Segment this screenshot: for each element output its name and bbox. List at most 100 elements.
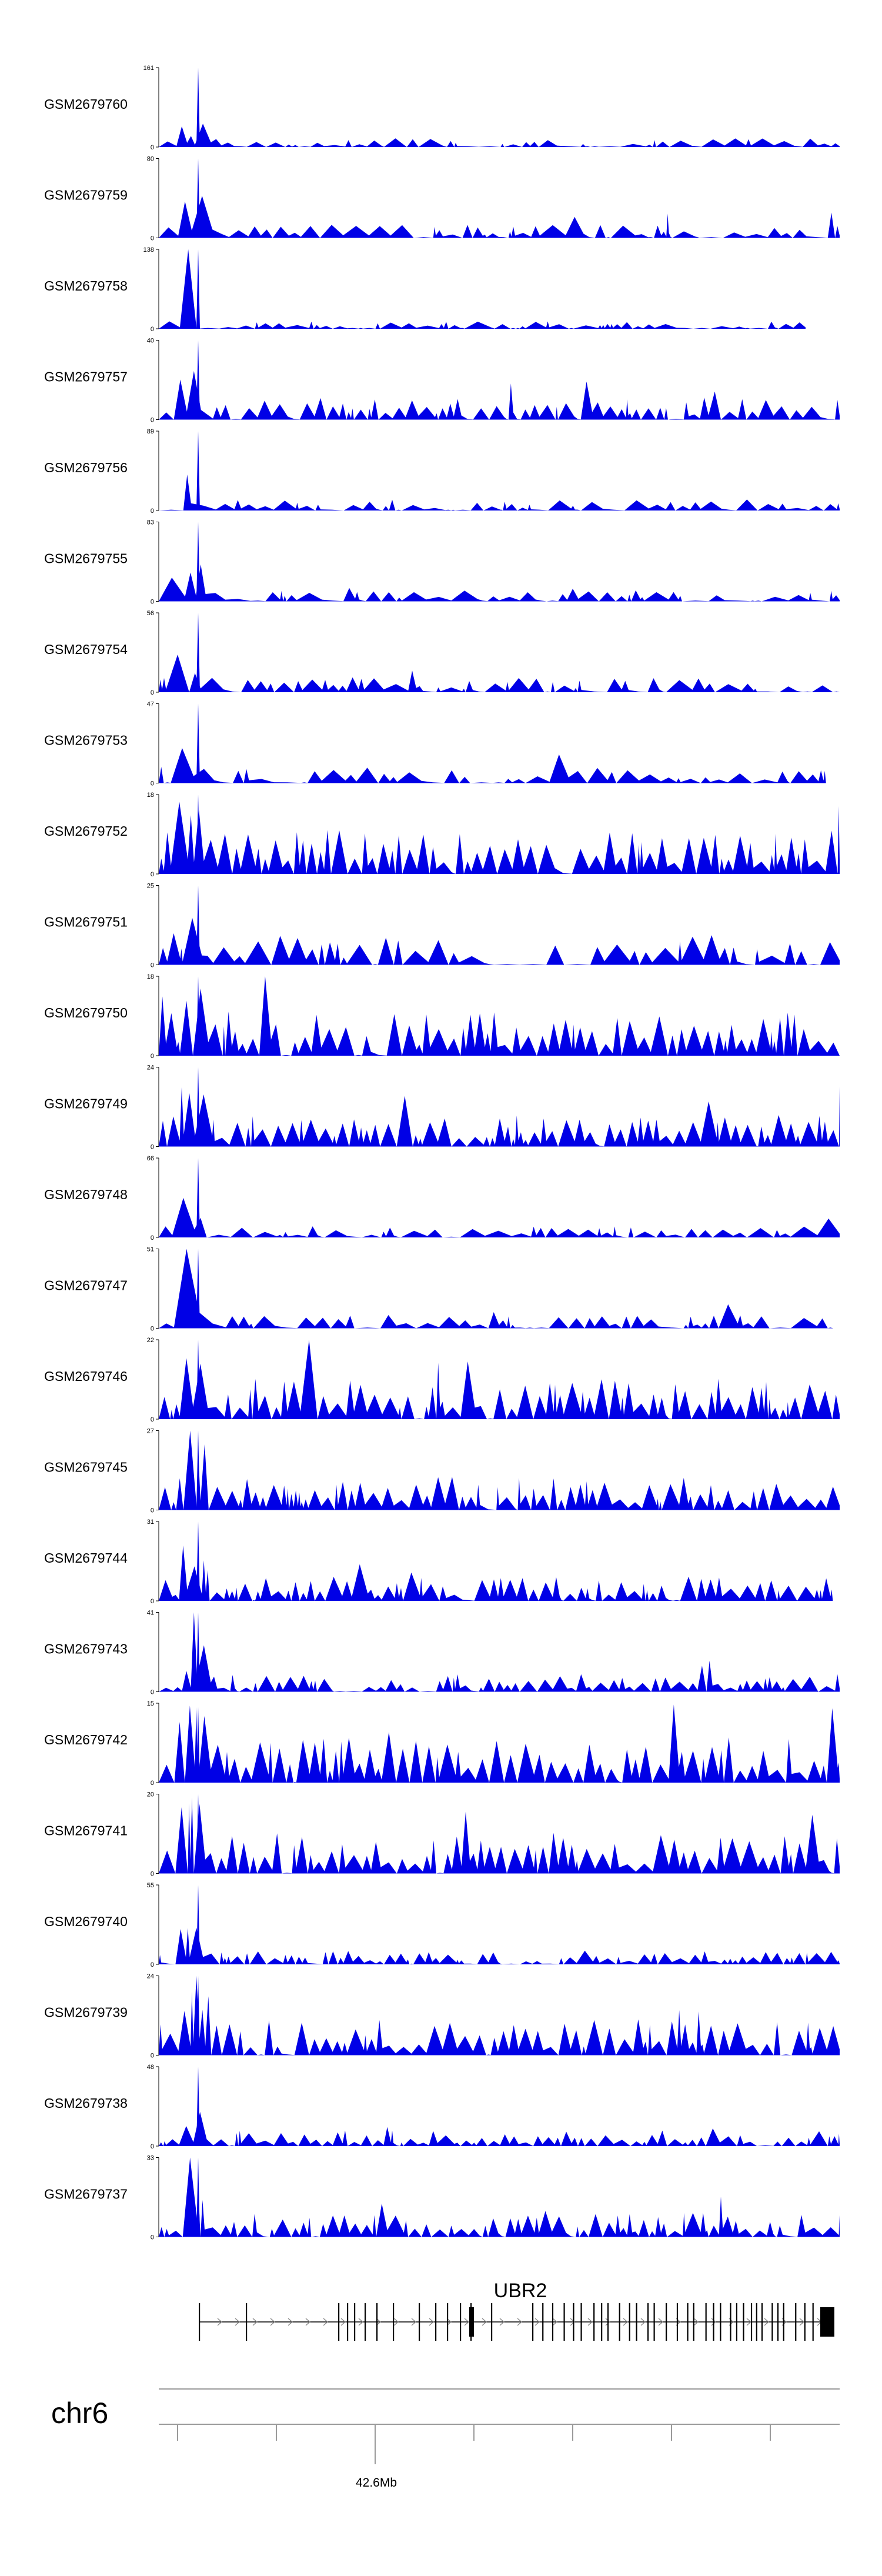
strand-arrow xyxy=(711,2318,716,2326)
track-label: GSM2679757 xyxy=(44,369,128,385)
peak-mark xyxy=(196,249,200,329)
exon xyxy=(552,2303,554,2341)
y-tick-label-zero: 0 xyxy=(151,871,154,878)
exon xyxy=(601,2303,603,2341)
exon xyxy=(580,2303,582,2341)
strand-arrow xyxy=(411,2318,416,2326)
y-tick-label-zero: 0 xyxy=(151,599,154,606)
y-tick-label-zero: 0 xyxy=(151,1326,154,1333)
coverage-area xyxy=(159,371,840,420)
y-tick-label-max: 138 xyxy=(143,246,154,253)
strand-arrow xyxy=(552,2318,557,2326)
exon-coding xyxy=(469,2307,474,2337)
track-label: GSM2679758 xyxy=(44,278,128,293)
peak-mark xyxy=(196,68,200,147)
track-label: GSM2679743 xyxy=(44,1641,128,1657)
track-label: GSM2679741 xyxy=(44,1823,128,1838)
strand-arrow xyxy=(446,2318,452,2326)
strand-arrow xyxy=(288,2318,293,2326)
coverage-area xyxy=(159,249,806,329)
peak-mark xyxy=(196,2067,200,2146)
exon xyxy=(338,2303,340,2341)
exon xyxy=(804,2303,806,2341)
track-GSM2679744: GSM2679744 31 0 xyxy=(44,1519,833,1605)
exon xyxy=(795,2303,797,2341)
track-label: GSM2679753 xyxy=(44,733,128,748)
coverage-area xyxy=(159,976,840,1056)
y-tick-label-zero: 0 xyxy=(151,2234,154,2241)
track-GSM2679741: GSM2679741 20 0 xyxy=(44,1791,840,1878)
track-GSM2679748: GSM2679748 66 0 xyxy=(44,1155,840,1242)
strand-arrow xyxy=(323,2318,328,2326)
y-tick-label-max: 24 xyxy=(147,1065,154,1072)
y-tick-label-zero: 0 xyxy=(151,1871,154,1878)
exon xyxy=(730,2303,731,2341)
y-tick-label-zero: 0 xyxy=(151,2053,154,2060)
strand-arrow xyxy=(658,2318,663,2326)
coverage-area xyxy=(159,1197,840,1237)
track-label: GSM2679739 xyxy=(44,2005,128,2020)
y-tick-label-zero: 0 xyxy=(151,235,154,242)
strand-arrow xyxy=(605,2318,610,2326)
strand-arrow xyxy=(534,2318,540,2326)
track-label: GSM2679738 xyxy=(44,2095,128,2111)
track-label: GSM2679742 xyxy=(44,1732,128,1747)
track-label: GSM2679752 xyxy=(44,823,128,839)
coverage-area xyxy=(159,655,840,692)
peak-mark xyxy=(196,795,200,874)
y-tick-label-max: 25 xyxy=(147,883,154,890)
y-tick-label-max: 55 xyxy=(147,1882,154,1889)
coverage-area xyxy=(159,917,840,965)
y-tick-label-max: 66 xyxy=(147,1155,154,1162)
track-GSM2679752: GSM2679752 18 0 xyxy=(44,792,840,878)
peak-mark xyxy=(196,1794,200,1874)
exon xyxy=(713,2303,714,2341)
peak-mark xyxy=(196,1521,200,1601)
strand-arrow xyxy=(517,2318,522,2326)
peak-mark xyxy=(196,613,200,692)
track-label: GSM2679747 xyxy=(44,1278,128,1293)
y-tick-label-zero: 0 xyxy=(151,780,154,788)
strand-arrow xyxy=(235,2318,240,2326)
coverage-area xyxy=(159,1086,840,1147)
y-tick-label-max: 47 xyxy=(147,701,154,708)
y-tick-label-max: 18 xyxy=(147,973,154,980)
track-label: GSM2679754 xyxy=(44,642,128,657)
coverage-area xyxy=(159,1704,840,1783)
y-tick-label-zero: 0 xyxy=(151,144,154,151)
y-tick-label-zero: 0 xyxy=(151,1053,154,1060)
strand-arrow xyxy=(799,2318,804,2326)
exon xyxy=(647,2303,649,2341)
coverage-area xyxy=(159,1976,840,2056)
track-GSM2679740: GSM2679740 55 0 xyxy=(44,1882,840,1968)
strand-arrow xyxy=(464,2318,469,2326)
exon xyxy=(743,2303,744,2341)
exon xyxy=(347,2303,349,2341)
y-tick-label-max: 20 xyxy=(147,1791,154,1798)
coverage-area xyxy=(159,748,826,783)
coverage-area xyxy=(159,1249,833,1329)
strand-arrow xyxy=(305,2318,310,2326)
y-tick-label-zero: 0 xyxy=(151,326,154,333)
y-tick-label-zero: 0 xyxy=(151,508,154,515)
track-label: GSM2679750 xyxy=(44,1005,128,1020)
coverage-area xyxy=(159,1612,840,1692)
exon xyxy=(736,2303,738,2341)
y-tick-label-max: 51 xyxy=(147,1246,154,1253)
axis-tick-label: 42.6Mb xyxy=(356,2476,397,2490)
exon xyxy=(607,2303,609,2341)
strand-arrow xyxy=(429,2318,434,2326)
strand-arrow xyxy=(764,2318,769,2326)
track-GSM2679739: GSM2679739 24 0 xyxy=(44,1973,840,2060)
exon xyxy=(756,2303,757,2341)
strand-arrow xyxy=(570,2318,575,2326)
y-tick-label-max: 161 xyxy=(143,65,154,72)
exon xyxy=(720,2303,721,2341)
peak-mark xyxy=(196,158,200,238)
track-label: GSM2679759 xyxy=(44,188,128,203)
exon xyxy=(812,2303,814,2341)
exon xyxy=(563,2303,565,2341)
coverage-area xyxy=(159,1545,833,1601)
track-GSM2679750: GSM2679750 18 0 xyxy=(44,973,840,1060)
peak-mark xyxy=(196,1707,200,1783)
